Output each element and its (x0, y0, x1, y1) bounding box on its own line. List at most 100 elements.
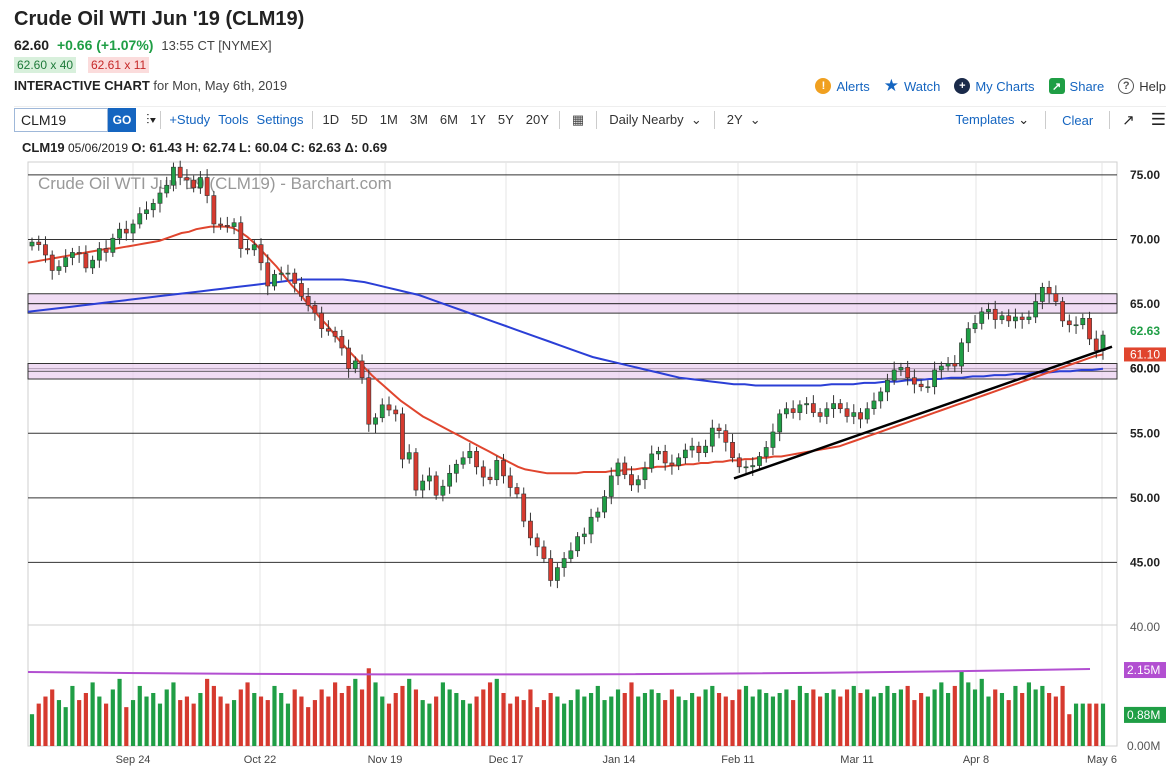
candle-up (164, 184, 170, 194)
my-charts-label: My Charts (975, 78, 1035, 94)
last-price-label: 62.63 (1130, 324, 1160, 338)
volume-bar (925, 696, 930, 746)
volume-bar (1060, 685, 1065, 746)
y-tick-box (1124, 425, 1166, 442)
candle-up (588, 516, 594, 535)
candle-up (1073, 324, 1079, 327)
volume-bar (663, 700, 668, 746)
settings-button[interactable]: Settings (256, 112, 304, 127)
ohlc-date: 05/06/2019 (67, 141, 129, 155)
price-change: +0.66 (+1.07%) (56, 37, 154, 53)
volume-bar (952, 685, 957, 746)
volume-bar (716, 693, 722, 746)
timeframe-6m[interactable]: 6M (439, 112, 458, 127)
candle-up (750, 465, 756, 468)
volume-bar (844, 689, 850, 746)
candle-up (1039, 286, 1045, 302)
volume-bar (932, 689, 937, 746)
volume-bar (595, 685, 600, 746)
price-chart[interactable]: Crude Oil WTI Jun '19 (CLM19) - Barchart… (0, 160, 1174, 772)
volume-bar (683, 700, 688, 746)
candle-type-icon[interactable]: ⫶▾ (146, 111, 157, 127)
volume-bar (676, 696, 681, 746)
volume-bar (885, 685, 890, 746)
volume-last-label: 0.88M (1127, 708, 1160, 722)
my-charts-link[interactable]: + My Charts (954, 78, 1035, 94)
y-tick-label: 50.00 (1130, 491, 1160, 505)
help-link[interactable]: ? Help (1118, 78, 1166, 94)
calendar-icon[interactable]: ▦ (571, 111, 585, 127)
timeframe-3m[interactable]: 3M (409, 112, 428, 127)
templates-dropdown[interactable]: Templates ⌄ (951, 112, 1033, 128)
timeframe-1d[interactable]: 1D (322, 112, 340, 127)
star-icon: ★ (883, 76, 899, 95)
volume-bar (413, 689, 419, 746)
volume-bar (285, 703, 291, 746)
volume-bar (750, 696, 755, 746)
volume-bar (1080, 703, 1085, 746)
volume-bar (919, 693, 924, 746)
volume-bar (824, 693, 829, 746)
alerts-link[interactable]: ! Alerts (815, 78, 870, 94)
volume-bar (555, 696, 560, 746)
timeframe-1m[interactable]: 1M (379, 112, 398, 127)
toolbar-divider (713, 110, 715, 129)
candle-down (1053, 293, 1059, 302)
menu-icon[interactable]: ☰ (1150, 110, 1166, 129)
candle-down (534, 537, 540, 548)
candle-up (110, 237, 116, 253)
volume-bar (905, 685, 910, 746)
candle-up (851, 412, 857, 417)
symbol-input[interactable] (14, 107, 108, 132)
volume-bar (184, 696, 190, 746)
volume-bar (339, 693, 344, 746)
volume-bar (939, 682, 944, 746)
candle-down (346, 347, 351, 369)
watch-label: Watch (903, 78, 941, 94)
y-tick-box (1124, 296, 1166, 313)
volume-bar (1006, 700, 1011, 746)
watch-link[interactable]: ★ Watch (884, 76, 941, 96)
candle-down (817, 412, 823, 417)
volume-bar (198, 693, 203, 746)
timeframe-5d[interactable]: 5D (351, 112, 368, 127)
volume-bar (912, 700, 917, 746)
volume-bar (784, 689, 789, 746)
timeframe-5y[interactable]: 5Y (497, 112, 514, 127)
candle-up (1013, 316, 1018, 322)
candle-down (1006, 315, 1012, 322)
share-link[interactable]: ↗ Share (1048, 78, 1104, 94)
candle-down (1087, 317, 1092, 340)
candle-down (123, 228, 129, 234)
timeframe-20y[interactable]: 20Y (525, 112, 549, 127)
study-button[interactable]: +Study (169, 112, 211, 127)
aggregation-dropdown[interactable]: Daily Nearby ⌄ (601, 112, 710, 128)
clear-button[interactable]: Clear (1062, 112, 1094, 128)
timeframe-1y[interactable]: 1Y (469, 112, 486, 127)
period-dropdown[interactable]: 2Y ⌄ (719, 112, 769, 128)
tools-button[interactable]: Tools (218, 112, 249, 127)
volume-bar (292, 689, 297, 746)
volume-bar (171, 682, 176, 746)
candle-up (763, 447, 769, 457)
candle-up (682, 449, 688, 459)
volume-bar (319, 689, 324, 746)
y-tick-label: 60.00 (1130, 362, 1160, 376)
volume-bar (29, 714, 35, 746)
candle-down (292, 272, 298, 284)
candle-down (413, 452, 419, 491)
volume-bar (420, 700, 425, 746)
candle-up (999, 315, 1005, 320)
candle-up (891, 369, 897, 381)
y-tick-box (1124, 166, 1166, 183)
volume-bar (609, 696, 614, 746)
go-button[interactable]: GO (108, 107, 136, 132)
volume-bar (440, 682, 445, 746)
volume-bar (83, 693, 88, 746)
candle-up (777, 413, 783, 433)
volume-bar (945, 693, 951, 746)
candle-down (514, 487, 520, 495)
expand-icon[interactable]: ↗ (1122, 112, 1135, 129)
bid-badge: 62.60 x 40 (14, 57, 77, 73)
y-tick-label: 75.00 (1130, 168, 1160, 182)
